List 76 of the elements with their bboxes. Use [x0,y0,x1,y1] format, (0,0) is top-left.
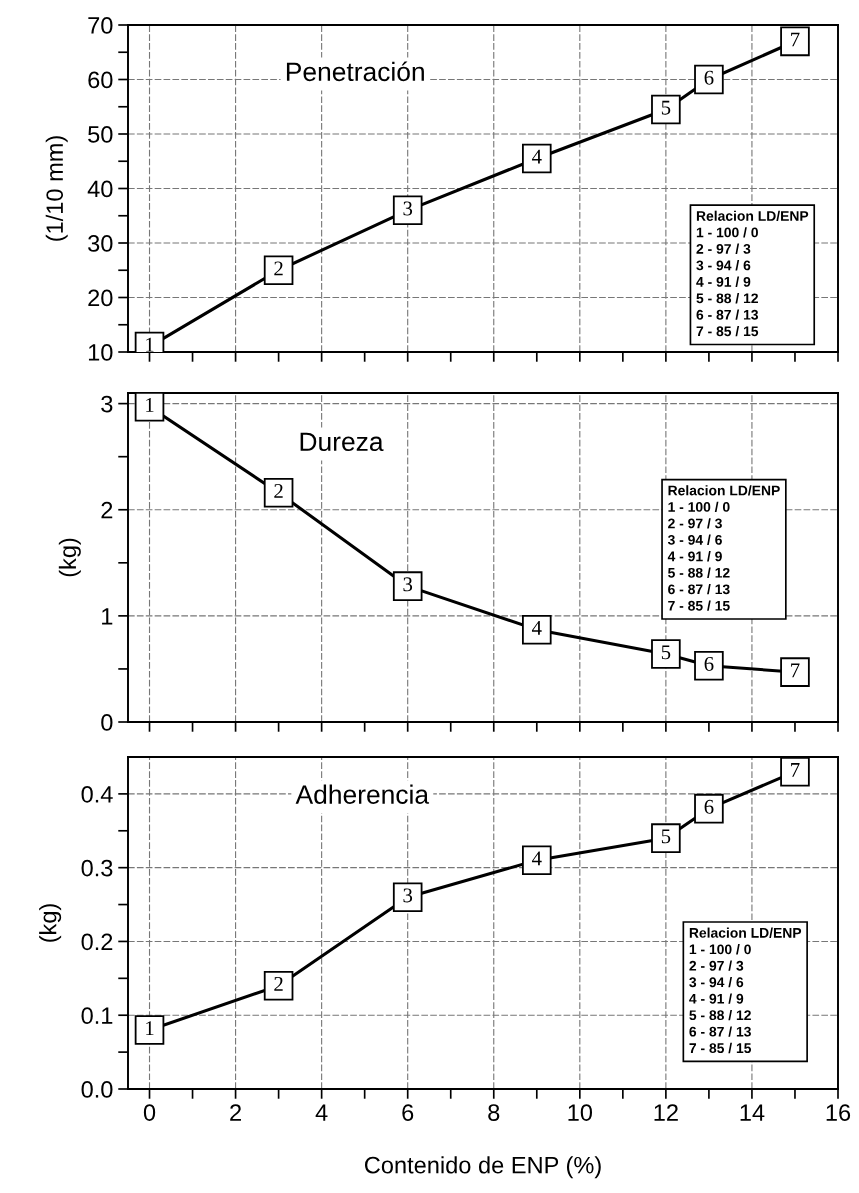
y-tick-label: 1 [102,608,113,625]
annotation: 7 [791,663,800,678]
annotation: 1 - 100 / 0 [689,944,751,955]
annotation: 2 [274,261,283,276]
annotation: 6 [704,70,714,85]
annotation: 7 [791,763,800,777]
annotation: 6 [704,799,714,814]
annotation: 3 - 94 / 6 [667,534,722,545]
y-tick-label: 70 [88,17,113,34]
annotation: 5 - 88 / 12 [668,567,730,578]
x-tick-label: 14 [740,1104,765,1121]
annotation: 7 [791,32,800,47]
annotation: 4 - 91 / 9 [696,276,751,287]
annotation: 2 - 97 / 3 [696,243,751,254]
annotation: 1 [146,398,154,412]
annotation: 3 - 94 / 6 [696,260,751,271]
annotation: 1 - 100 / 0 [668,501,730,513]
text: Adherencia [295,784,430,804]
y-tick-label: 10 [88,344,113,361]
y-tick-label: 40 [87,180,113,198]
y-axis-title: (kg) [58,538,81,577]
y-tick-label: 2 [101,501,113,519]
y-tick-label: 0.0 [81,1081,113,1098]
y-tick-label: 60 [88,71,113,89]
text: Dureza [300,432,384,452]
y-tick-label: 0.2 [81,933,113,951]
annotation: 3 [403,577,413,592]
y-tick-label: 0 [101,714,113,731]
annotation: 4 [531,851,542,866]
x-axis-title: Contenido de ENP (%) [364,1156,601,1179]
annotation: 7 - 85 / 15 [689,1042,752,1054]
annotation: 3 - 94 / 6 [689,976,744,988]
annotation: 5 - 88 / 12 [696,293,758,304]
annotation: 2 [274,976,283,991]
annotation: 6 - 87 / 13 [668,584,730,595]
y-tick-label: 20 [88,289,113,307]
annotation: 6 [704,656,714,671]
annotation: 4 - 91 / 9 [689,993,744,1004]
x-tick-label: 8 [488,1104,500,1121]
annotation: 5 [661,829,671,844]
x-tick-label: 2 [230,1104,241,1121]
y-axis-title: (1/10 mm) [45,136,68,241]
x-tick-label: 4 [315,1104,328,1121]
x-tick-label: 16 [826,1104,851,1121]
annotation: 3 [403,888,413,903]
annotation: 1 [146,1021,154,1035]
annotation: 3 [403,201,413,216]
annotation: 4 [531,620,542,635]
annotation: 4 [531,149,542,164]
annotation: 4 - 91 / 9 [667,551,722,562]
y-tick-label: 3 [101,395,113,413]
annotation: 7 - 85 / 15 [668,600,730,611]
annotation: 5 [661,645,671,660]
x-tick-label: 10 [568,1104,593,1121]
x-tick-label: 6 [402,1104,414,1121]
y-tick-label: 30 [88,235,113,252]
x-tick-label: 0 [143,1104,156,1121]
annotation: Relacion LD/ENP [689,927,802,938]
annotation: 2 - 97 / 3 [689,960,744,971]
y-tick-label: 0.3 [81,859,113,877]
y-tick-label: 0.4 [81,785,113,803]
annotation: 5 [661,100,671,115]
y-tick-label: 0.1 [81,1007,113,1025]
x-tick-label: 12 [654,1104,678,1121]
annotation: 6 - 87 / 13 [689,1026,751,1037]
annotation: 2 - 97 / 3 [668,518,722,529]
y-tick-label: 50 [88,126,113,143]
annotation: 6 - 87 / 13 [696,309,759,320]
annotation: 2 [274,483,283,498]
annotation: 7 - 85 / 15 [696,325,759,337]
annotation: 5 - 88 / 12 [689,1009,751,1021]
annotation: Relacion LD/ENP [696,210,809,222]
text: Penetración [286,61,424,82]
y-axis-title: (kg) [39,904,62,942]
annotation: 1 - 100 / 0 [696,227,758,238]
annotation: Relacion LD/ENP [668,485,780,496]
